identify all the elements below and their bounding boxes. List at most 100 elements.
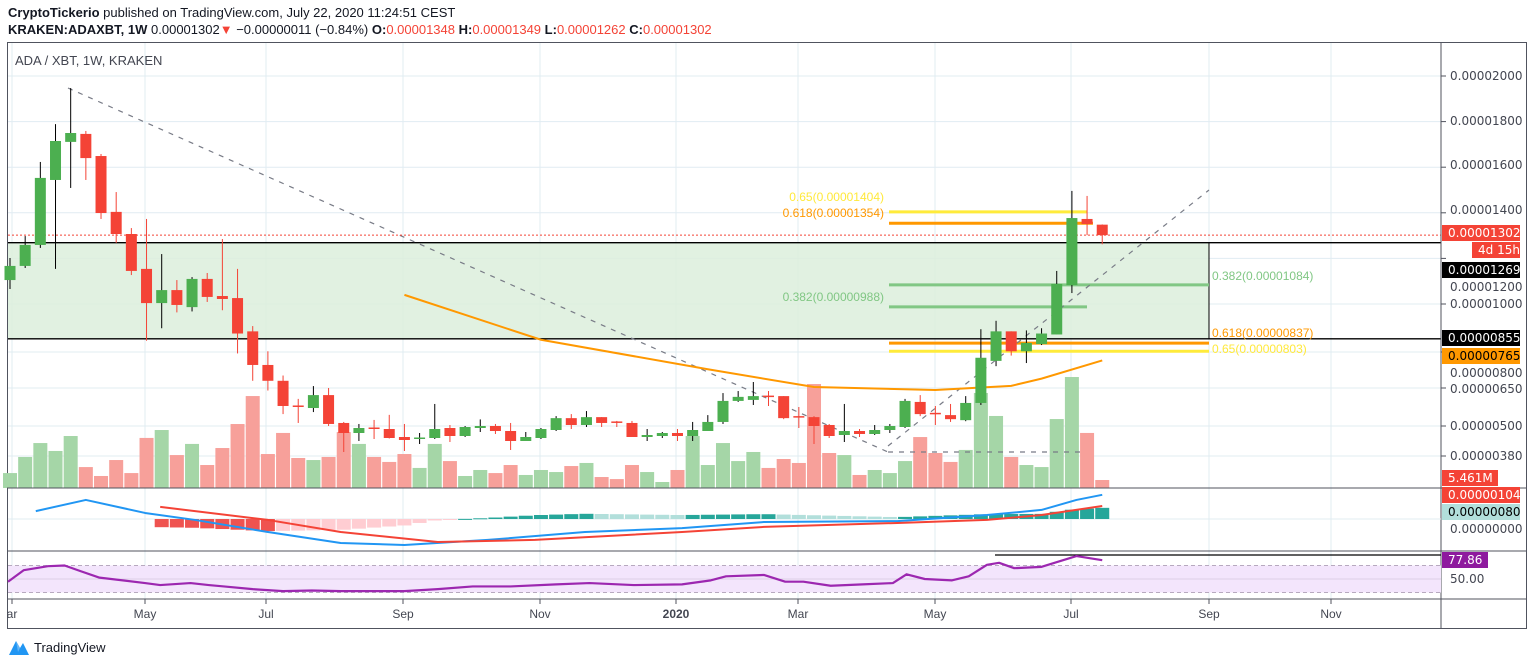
candle-down bbox=[914, 401, 926, 415]
candle-down bbox=[778, 396, 790, 419]
candle-up bbox=[641, 435, 653, 437]
open-value: 0.00001348 bbox=[386, 22, 455, 37]
volume-bar bbox=[397, 454, 412, 488]
price-change: −0.00000011 (−0.84%) bbox=[236, 22, 369, 37]
volume-bar bbox=[427, 443, 442, 488]
candle-up bbox=[550, 418, 562, 430]
candle-down bbox=[945, 415, 957, 420]
candle-down bbox=[808, 417, 820, 426]
volume-bar bbox=[3, 473, 17, 488]
candle-up bbox=[186, 278, 198, 308]
publish-info: CryptoTickerio published on TradingView.… bbox=[8, 5, 455, 20]
brand-name: TradingView bbox=[34, 639, 106, 655]
candle-down bbox=[763, 395, 774, 398]
volume-bar bbox=[746, 451, 761, 488]
volume-bar bbox=[139, 437, 154, 488]
volume-bar bbox=[124, 473, 139, 488]
volume-bar bbox=[1095, 480, 1110, 488]
candle-down bbox=[171, 290, 183, 305]
candle-up bbox=[474, 426, 486, 428]
macd-histogram-bar bbox=[458, 518, 473, 520]
macd-histogram-bar bbox=[852, 516, 867, 519]
symbol-info: KRAKEN:ADAXBT, 1W 0.00001302▼ −0.0000001… bbox=[8, 22, 712, 37]
macd-histogram-bar bbox=[807, 515, 822, 519]
volume-bar bbox=[670, 469, 685, 488]
macd-histogram-bar bbox=[397, 519, 412, 526]
candle-down bbox=[383, 429, 395, 438]
fib-label-0382-right: 0.382(0.00001084) bbox=[1212, 269, 1314, 283]
volume-bar bbox=[230, 424, 245, 488]
volume-bar bbox=[624, 465, 639, 488]
macd-histogram-bar bbox=[245, 519, 260, 531]
tradingview-logo[interactable]: TradingView bbox=[8, 638, 106, 656]
macd-histogram-bar bbox=[306, 519, 321, 531]
candle-down bbox=[80, 133, 92, 159]
candle-up bbox=[34, 177, 46, 245]
volume-bar bbox=[518, 474, 533, 488]
candle-down bbox=[854, 431, 866, 434]
volume-bar bbox=[200, 465, 215, 488]
macd-histogram-bar bbox=[837, 515, 852, 519]
price-tick: 0.00001200 bbox=[1450, 280, 1523, 294]
candle-down bbox=[95, 156, 107, 214]
macd-histogram-bar bbox=[791, 514, 806, 519]
candle-up bbox=[717, 400, 729, 422]
volume-bar bbox=[549, 472, 564, 488]
volume-bar bbox=[78, 467, 93, 488]
volume-bar bbox=[958, 449, 973, 488]
time-label: Mar bbox=[787, 607, 809, 621]
candle-down bbox=[125, 234, 137, 271]
candle-up bbox=[975, 357, 987, 403]
low-label: L: bbox=[544, 22, 557, 37]
open-label: O: bbox=[371, 22, 387, 37]
volume-bar bbox=[776, 459, 791, 488]
macd-histogram-bar bbox=[624, 514, 639, 519]
signal-line bbox=[160, 504, 1103, 544]
candle-up bbox=[4, 265, 16, 281]
candle-down bbox=[201, 278, 213, 297]
volume-bar bbox=[640, 472, 655, 488]
macd-histogram-bar bbox=[882, 516, 897, 519]
volume-bar bbox=[367, 456, 382, 488]
volume-bar bbox=[594, 477, 609, 488]
volume-bar bbox=[336, 432, 351, 488]
macd-zero-tick: 0.00000000 bbox=[1450, 522, 1523, 536]
moving-average-line bbox=[404, 293, 1103, 392]
candle-down bbox=[323, 395, 335, 424]
volume-bar bbox=[321, 456, 336, 488]
candle-up bbox=[990, 331, 1002, 361]
candle-up bbox=[429, 429, 441, 438]
candle-down bbox=[262, 364, 274, 381]
volume-bar bbox=[94, 475, 109, 488]
candle-down bbox=[232, 298, 244, 334]
candle-up bbox=[1020, 342, 1032, 352]
candle-up bbox=[899, 400, 911, 427]
time-label: Sep bbox=[392, 607, 414, 621]
time-label: ar bbox=[6, 607, 18, 621]
price-tick: 0.00000500 bbox=[1450, 419, 1523, 433]
histogram-tag: 0.00000080 bbox=[1442, 504, 1521, 520]
price-tick: 0.00001600 bbox=[1450, 158, 1523, 172]
candle-down bbox=[247, 331, 259, 365]
candle-up bbox=[1036, 333, 1048, 345]
volume-bar bbox=[1004, 456, 1019, 488]
candle-down bbox=[793, 416, 805, 418]
macd-histogram-bar bbox=[700, 514, 715, 519]
volume-bar bbox=[898, 461, 913, 488]
volume-bar bbox=[1034, 467, 1049, 488]
author-name[interactable]: CryptoTickerio bbox=[8, 5, 100, 20]
fib-label-0618-right: 0.618(0.00000837) bbox=[1212, 326, 1314, 340]
candle-down bbox=[505, 431, 517, 441]
macd-histogram-bar bbox=[488, 517, 503, 519]
volume-bar bbox=[306, 460, 321, 488]
fib-label-065-right: 0.65(0.00000803) bbox=[1212, 342, 1307, 356]
price-tick: 0.00001800 bbox=[1450, 114, 1523, 128]
time-label: May bbox=[133, 607, 157, 621]
candle-down bbox=[398, 437, 410, 440]
candle-up bbox=[307, 395, 319, 409]
macd-histogram-bar bbox=[973, 514, 988, 519]
candle-up bbox=[747, 396, 759, 400]
macd-histogram-bar bbox=[761, 514, 776, 519]
candle-up bbox=[687, 430, 699, 436]
